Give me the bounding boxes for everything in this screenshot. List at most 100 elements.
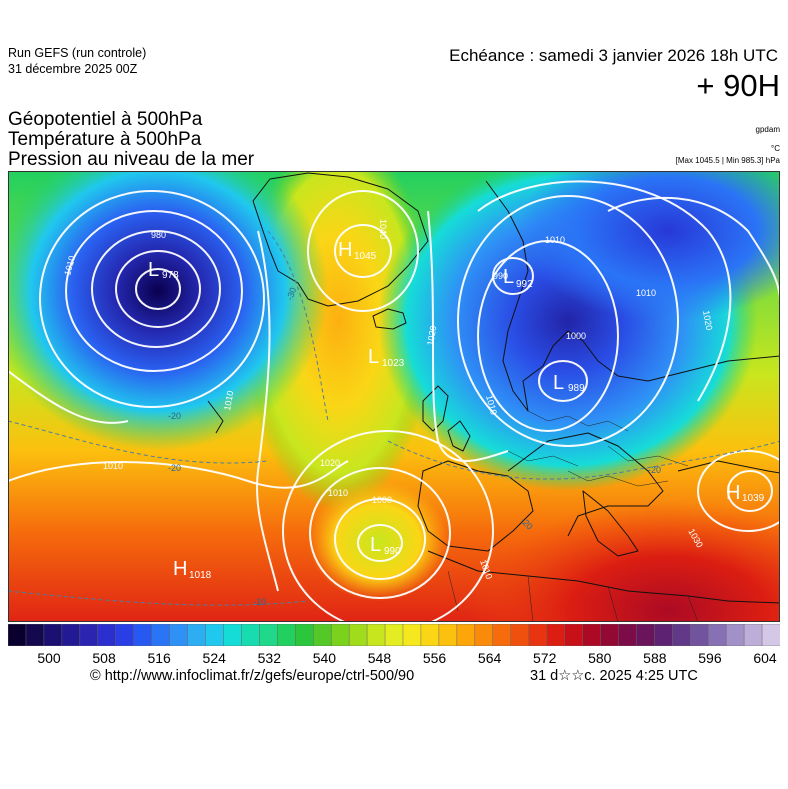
pressure-center-low: L bbox=[553, 372, 564, 394]
color-scale-tick: 556 bbox=[422, 650, 447, 666]
color-scale-swatch bbox=[312, 624, 332, 646]
isobar-label: 1000 bbox=[566, 331, 586, 341]
generation-time: 31 d☆☆c. 2025 4:25 UTC bbox=[530, 668, 698, 684]
color-scale-tick: 564 bbox=[477, 650, 502, 666]
isobar-label: 980 bbox=[151, 230, 166, 240]
color-scale-swatch bbox=[438, 624, 458, 646]
color-scale-swatch bbox=[43, 624, 63, 646]
isotherm-label: -30 bbox=[284, 286, 298, 302]
pressure-center-value: 989 bbox=[568, 383, 585, 394]
isotherm-label: -20 bbox=[168, 463, 181, 473]
isobar-label: 1020 bbox=[701, 310, 714, 331]
color-scale-swatch bbox=[492, 624, 512, 646]
color-scale-tick: 572 bbox=[533, 650, 557, 666]
color-scale-swatch bbox=[223, 624, 243, 646]
color-scale-swatch bbox=[600, 624, 620, 646]
pressure-center-value: 1045 bbox=[354, 251, 377, 262]
color-scale-swatch bbox=[654, 624, 674, 646]
pressure-center-high: H bbox=[173, 558, 187, 580]
color-scale-swatch bbox=[761, 624, 780, 646]
color-scale-tick: 588 bbox=[643, 650, 667, 666]
color-scale-swatch bbox=[115, 624, 135, 646]
isotherm-label: -20 bbox=[648, 465, 661, 475]
color-scale-tick: 524 bbox=[202, 650, 226, 666]
isobar-label: 1010 bbox=[545, 235, 565, 245]
color-scale-tick: 532 bbox=[257, 650, 281, 666]
weather-map: L 978 H 1045 L 1023 L 992 L 989 H 1039 L… bbox=[8, 171, 780, 622]
field-temperature: Température à 500hPa bbox=[8, 129, 202, 150]
color-scale-swatch bbox=[25, 624, 45, 646]
field-pressure: Pression au niveau de la mer bbox=[8, 149, 255, 170]
color-scale-tick: 580 bbox=[588, 650, 612, 666]
color-scale-swatch bbox=[689, 624, 709, 646]
color-scale-tick: 604 bbox=[753, 650, 777, 666]
unit-temperature: °C bbox=[771, 144, 780, 153]
isotherm-label: -10 bbox=[253, 597, 266, 607]
run-date: 31 décembre 2025 00Z bbox=[8, 62, 138, 76]
color-scale-swatch bbox=[384, 624, 404, 646]
pressure-center-high: H bbox=[726, 482, 740, 504]
source-credit: © http://www.infoclimat.fr/z/gefs/europe… bbox=[90, 668, 415, 684]
pressure-center-low: L bbox=[503, 266, 514, 288]
color-scale-bar bbox=[8, 624, 780, 646]
pressure-center-value: 1039 bbox=[742, 493, 765, 504]
color-scale-swatch bbox=[456, 624, 476, 646]
color-scale-swatch bbox=[672, 624, 691, 646]
color-scale-swatch bbox=[366, 624, 386, 646]
color-scale-swatch bbox=[564, 624, 584, 646]
valid-time: Echéance : samedi 3 janvier 2026 18h UTC bbox=[449, 46, 778, 65]
color-scale-tick: 548 bbox=[367, 650, 392, 666]
isotherm-label: -20 bbox=[168, 411, 181, 421]
isobar-label: 1010 bbox=[636, 288, 656, 298]
color-scale-swatch bbox=[187, 624, 207, 646]
color-scale-swatch bbox=[79, 624, 99, 646]
color-scale-tick: 540 bbox=[312, 650, 337, 666]
pressure-center-low: L bbox=[370, 534, 381, 556]
color-scale-swatch bbox=[743, 624, 763, 646]
color-scale-swatch bbox=[61, 624, 81, 646]
pressure-center-low: L bbox=[368, 346, 379, 368]
color-scale-swatch bbox=[528, 624, 548, 646]
color-scale-swatch bbox=[97, 624, 117, 646]
color-scale-swatch bbox=[402, 624, 422, 646]
isobar-label: 1010 bbox=[222, 390, 235, 411]
color-scale-swatch bbox=[618, 624, 638, 646]
color-scale-swatch bbox=[133, 624, 153, 646]
color-scale-swatch bbox=[474, 624, 494, 646]
color-scale-swatch bbox=[510, 624, 530, 646]
isobar-label: 1010 bbox=[103, 461, 123, 471]
field-geopotential: Géopotentiel à 500hPa bbox=[8, 109, 203, 130]
color-scale-swatch bbox=[330, 624, 350, 646]
color-scale-swatch bbox=[241, 624, 261, 646]
pressure-center-low: L bbox=[148, 259, 159, 281]
isobar-label: 1010 bbox=[328, 488, 348, 498]
color-scale-swatch bbox=[420, 624, 440, 646]
color-scale-tick: 516 bbox=[147, 650, 171, 666]
color-scale-swatch bbox=[725, 624, 745, 646]
temperature-isotherms bbox=[8, 230, 780, 606]
color-scale-swatch bbox=[636, 624, 656, 646]
color-scale-swatch bbox=[151, 624, 171, 646]
isobar-label: 1020 bbox=[320, 458, 340, 468]
color-scale-tick: 596 bbox=[698, 650, 722, 666]
lead-time: + 90H bbox=[696, 68, 780, 103]
color-scale-swatch bbox=[8, 624, 27, 646]
unit-pressure-range: [Max 1045.5 | Min 985.3] hPa bbox=[675, 156, 780, 165]
pressure-center-value: 1018 bbox=[189, 570, 212, 581]
pressure-center-value: 1023 bbox=[382, 358, 405, 369]
coastlines bbox=[207, 172, 780, 604]
color-scale-swatch bbox=[582, 624, 602, 646]
pressure-center-high: H bbox=[338, 239, 352, 261]
isobar-label: 1040 bbox=[378, 219, 388, 239]
color-scale-swatch bbox=[259, 624, 279, 646]
isobar-label: 1000 bbox=[372, 495, 392, 505]
pressure-center-value: 992 bbox=[516, 279, 533, 290]
pressure-center-value: 990 bbox=[384, 546, 401, 557]
isobar-label: 1020 bbox=[425, 325, 438, 346]
color-scale-tick: 500 bbox=[37, 650, 61, 666]
color-scale-swatch bbox=[707, 624, 727, 646]
pressure-center-value: 978 bbox=[162, 270, 179, 281]
color-scale-swatch bbox=[277, 624, 296, 646]
color-scale-swatch bbox=[295, 624, 314, 646]
run-title: Run GEFS (run controle) bbox=[8, 46, 147, 60]
